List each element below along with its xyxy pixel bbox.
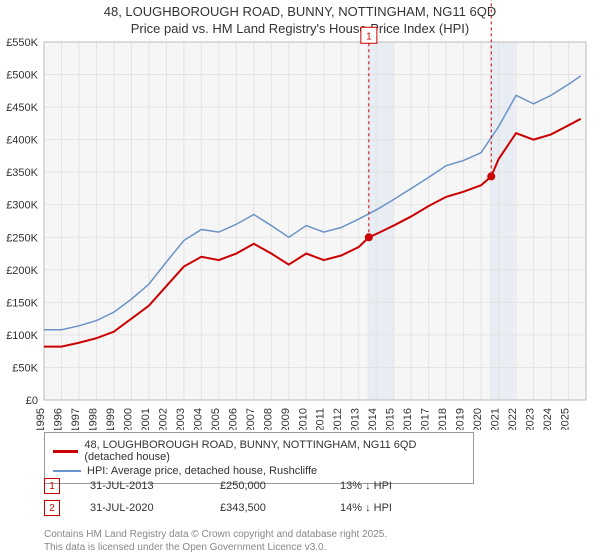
sale-date: 31-JUL-2020: [90, 502, 190, 514]
sale-date: 31-JUL-2013: [90, 480, 190, 492]
svg-text:1996: 1996: [52, 408, 64, 430]
svg-text:2016: 2016: [402, 408, 414, 430]
svg-text:£150K: £150K: [6, 297, 38, 309]
svg-text:2001: 2001: [140, 408, 152, 430]
footer-attribution: Contains HM Land Registry data © Crown c…: [44, 528, 387, 554]
svg-text:2009: 2009: [280, 408, 292, 430]
svg-text:2011: 2011: [315, 408, 327, 430]
sale-row: 2 31-JUL-2020 £343,500 14% ↓ HPI: [44, 500, 392, 516]
svg-text:2005: 2005: [210, 408, 222, 430]
svg-text:2003: 2003: [175, 408, 187, 430]
svg-text:£350K: £350K: [6, 167, 38, 179]
svg-text:£500K: £500K: [6, 70, 38, 82]
svg-text:2025: 2025: [560, 408, 572, 430]
svg-text:2021: 2021: [490, 408, 502, 430]
svg-text:£450K: £450K: [6, 102, 38, 114]
svg-text:2006: 2006: [227, 408, 239, 430]
svg-text:£200K: £200K: [6, 265, 38, 277]
chart-container: 48, LOUGHBOROUGH ROAD, BUNNY, NOTTINGHAM…: [0, 0, 600, 560]
svg-text:£0: £0: [26, 395, 38, 407]
legend-label-price-paid: 48, LOUGHBOROUGH ROAD, BUNNY, NOTTINGHAM…: [84, 439, 465, 463]
sale-delta: 14% ↓ HPI: [340, 502, 392, 514]
legend-item-hpi: HPI: Average price, detached house, Rush…: [53, 464, 465, 478]
svg-text:1995: 1995: [35, 408, 47, 430]
line-chart: £0 £50K £100K £150K £200K £250K £300K £350K £400…: [0, 0, 600, 430]
sale-index-badge: 1: [44, 478, 60, 494]
svg-text:2019: 2019: [455, 408, 467, 430]
legend: 48, LOUGHBOROUGH ROAD, BUNNY, NOTTINGHAM…: [44, 432, 474, 484]
sale-delta: 13% ↓ HPI: [340, 480, 392, 492]
svg-text:2008: 2008: [262, 408, 274, 430]
svg-text:2007: 2007: [245, 408, 257, 430]
svg-text:£100K: £100K: [6, 330, 38, 342]
legend-swatch-hpi: [53, 470, 81, 472]
svg-text:2023: 2023: [525, 408, 537, 430]
svg-text:2014: 2014: [367, 408, 379, 430]
svg-text:£250K: £250K: [6, 232, 38, 244]
legend-swatch-price-paid: [53, 450, 78, 453]
svg-text:2024: 2024: [542, 408, 554, 430]
svg-text:2004: 2004: [192, 408, 204, 430]
svg-text:1998: 1998: [87, 408, 99, 430]
svg-text:2000: 2000: [122, 408, 134, 430]
svg-text:£400K: £400K: [6, 135, 38, 147]
footer-line-1: Contains HM Land Registry data © Crown c…: [44, 529, 387, 540]
svg-text:£300K: £300K: [6, 200, 38, 212]
svg-text:1: 1: [366, 31, 372, 42]
svg-text:£50K: £50K: [12, 362, 38, 374]
svg-text:2013: 2013: [350, 408, 362, 430]
svg-text:2015: 2015: [385, 408, 397, 430]
svg-text:2002: 2002: [157, 408, 169, 430]
svg-text:2020: 2020: [472, 408, 484, 430]
legend-label-hpi: HPI: Average price, detached house, Rush…: [87, 465, 317, 477]
svg-text:1999: 1999: [105, 408, 117, 430]
svg-text:2022: 2022: [507, 408, 519, 430]
svg-text:1997: 1997: [70, 408, 82, 430]
sale-row: 1 31-JUL-2013 £250,000 13% ↓ HPI: [44, 478, 392, 494]
svg-text:2018: 2018: [437, 408, 449, 430]
sale-price: £343,500: [220, 502, 310, 514]
sale-index-badge: 2: [44, 500, 60, 516]
svg-text:2012: 2012: [332, 408, 344, 430]
svg-text:2017: 2017: [420, 408, 432, 430]
legend-item-price-paid: 48, LOUGHBOROUGH ROAD, BUNNY, NOTTINGHAM…: [53, 438, 465, 464]
svg-text:£550K: £550K: [6, 37, 38, 49]
svg-text:2010: 2010: [297, 408, 309, 430]
sale-price: £250,000: [220, 480, 310, 492]
footer-line-2: This data is licensed under the Open Gov…: [44, 542, 326, 553]
sales-table: 1 31-JUL-2013 £250,000 13% ↓ HPI 2 31-JUL-202…: [44, 478, 392, 522]
